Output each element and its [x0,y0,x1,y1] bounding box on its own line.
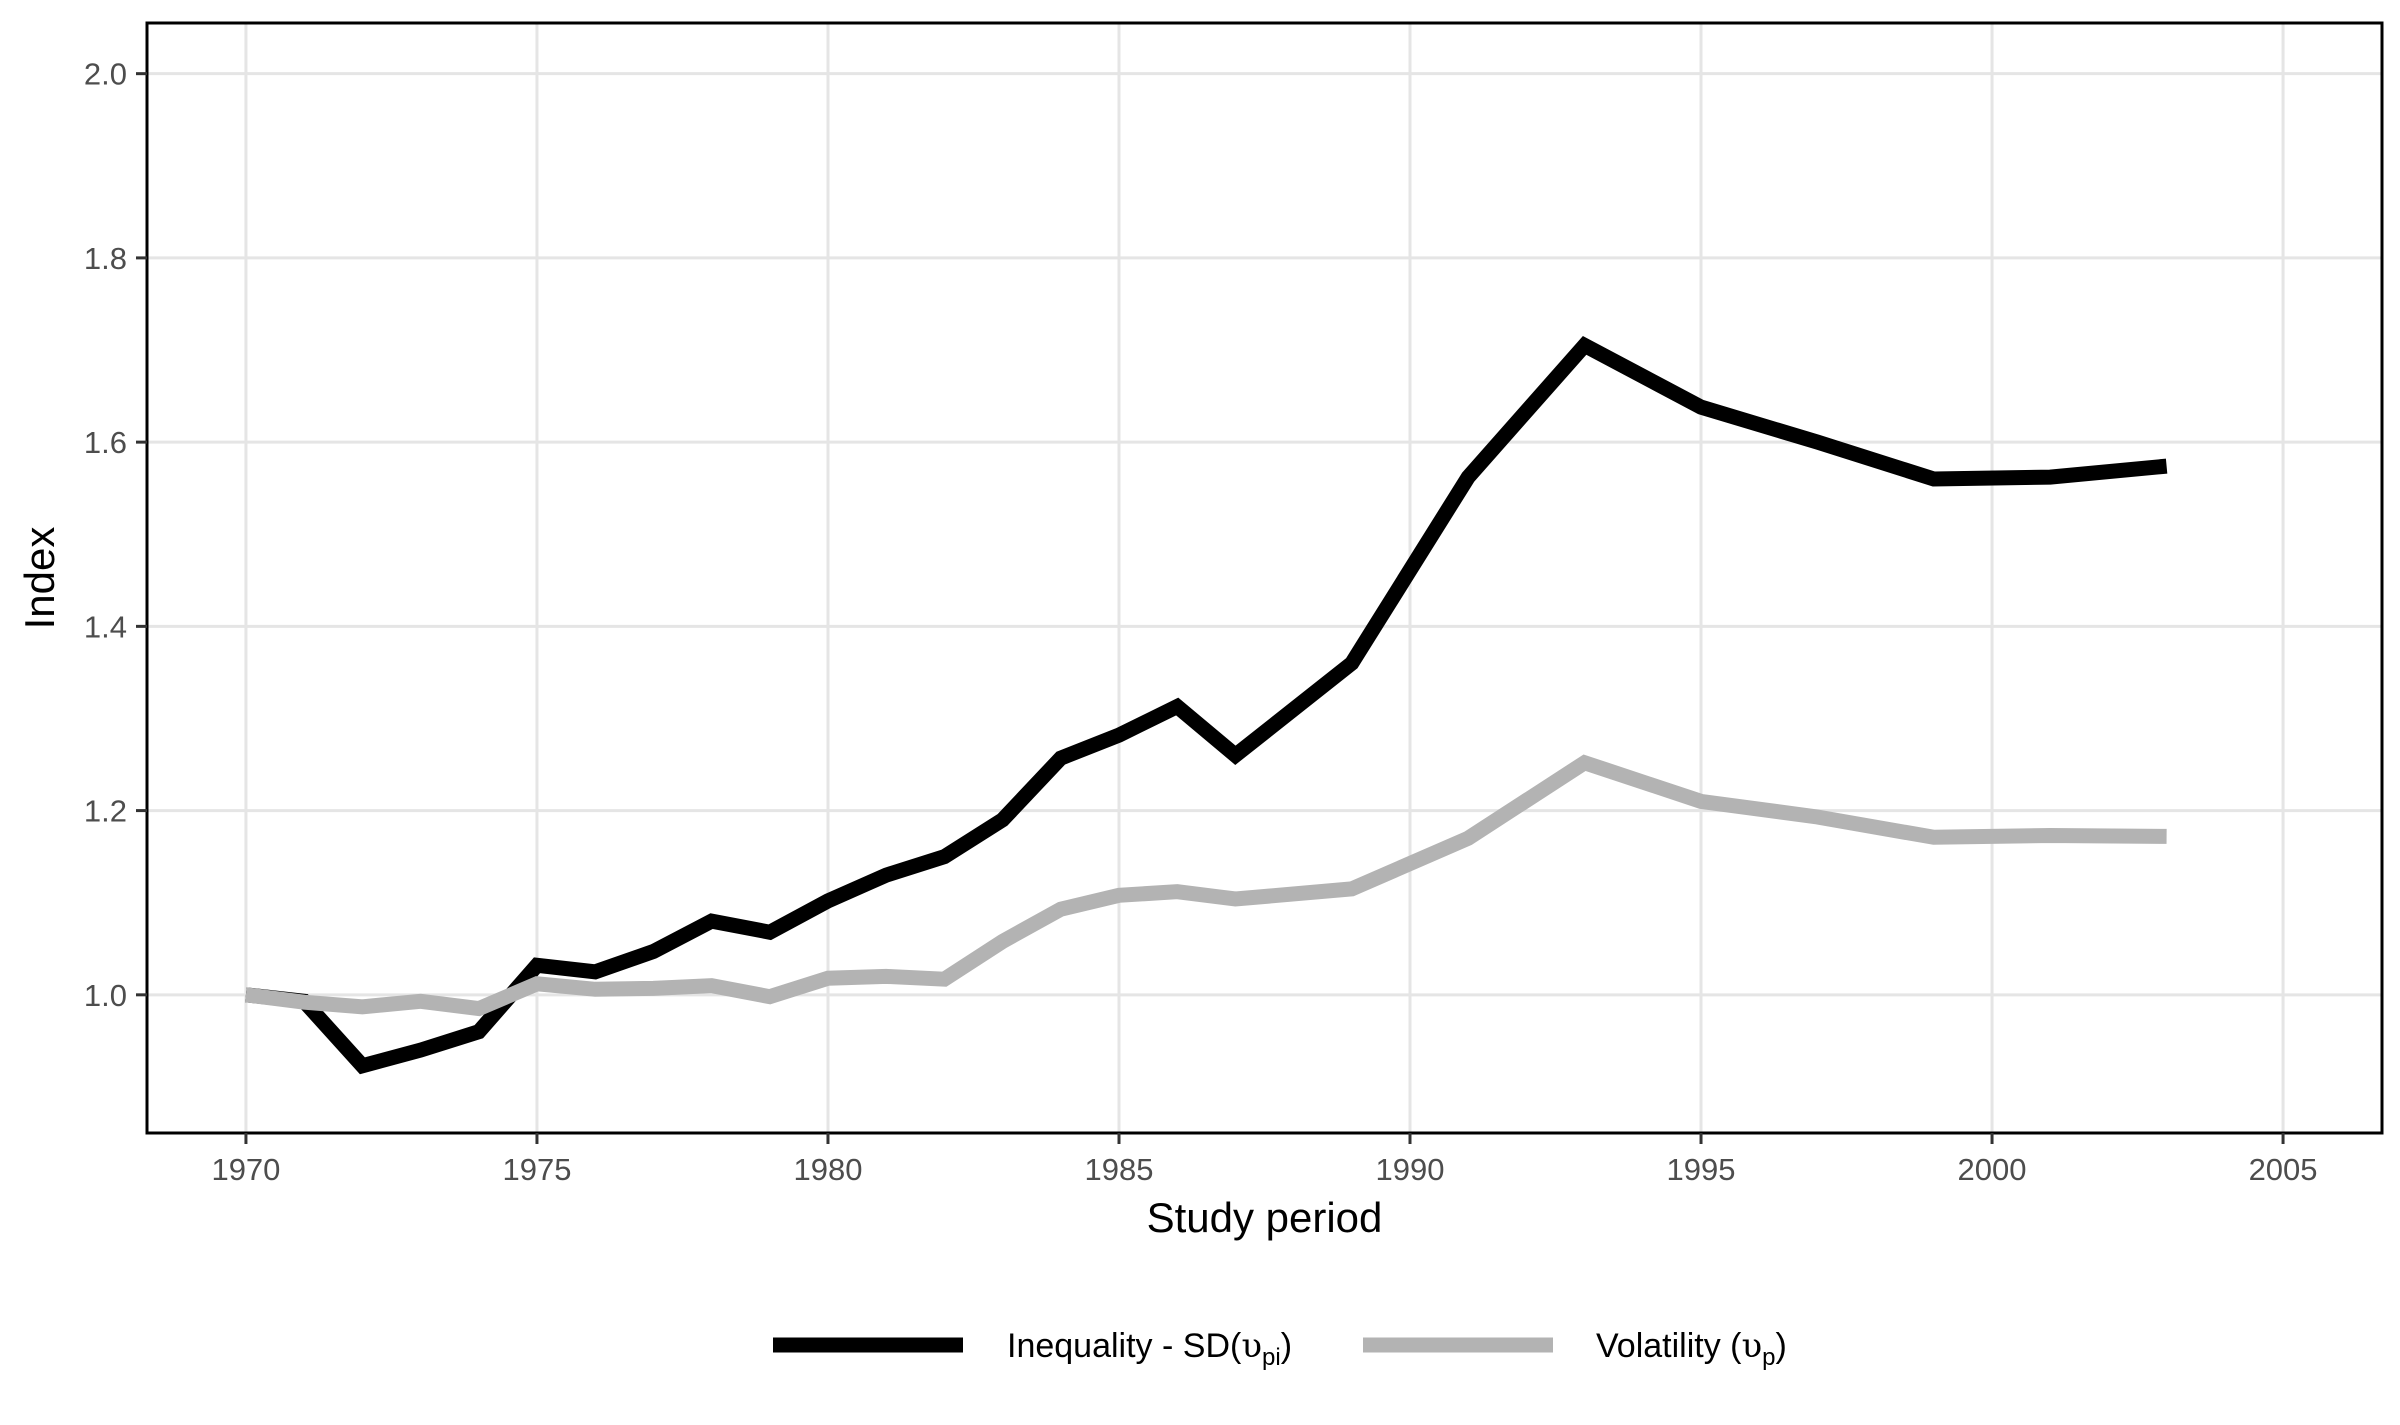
x-tick-label: 1995 [1667,1152,1736,1187]
series-line-1 [245,336,2168,1075]
y-tick-label: 1.6 [84,425,127,460]
legend-label-symbol: υ [1742,1326,1763,1366]
x-tick-label: 1980 [793,1152,862,1187]
series-line-2 [244,754,2167,1017]
x-tick-label: 1990 [1376,1152,1445,1187]
x-tick-label: 1975 [502,1152,571,1187]
legend-label-2: Volatility (υp) [1596,1326,1787,1371]
x-tick-label: 2005 [2249,1152,2318,1187]
y-tick-label: 1.4 [84,609,127,644]
x-tick-label: 2000 [1958,1152,2027,1187]
legend-label-symbol: υ [1241,1326,1262,1366]
y-axis: 1.0 1.2 1.4 1.6 1.8 2.0 [84,57,147,1013]
x-axis: 1970 1975 1980 1985 1990 1995 2000 2005 [211,1133,2318,1187]
legend-label-close: ) [1776,1327,1787,1365]
y-tick-label: 2.0 [84,57,127,92]
x-tick-label: 1970 [211,1152,280,1187]
y-tick-label: 1.8 [84,241,127,276]
x-tick-label: 1985 [1085,1152,1154,1187]
legend-label-subscript: pi [1262,1344,1281,1371]
legend-label-main: Inequality - SD( [1007,1327,1242,1365]
y-axis-title: Index [16,527,63,630]
series-lines [244,336,2168,1075]
y-tick-label: 1.0 [84,978,127,1013]
legend-label-subscript: p [1762,1344,1775,1371]
legend-label-close: ) [1281,1327,1292,1365]
legend-label-main: Volatility ( [1596,1327,1742,1365]
legend: Inequality - SD(υpi) Volatility (υp) [773,1326,1787,1371]
legend-label-1: Inequality - SD(υpi) [1007,1326,1292,1371]
y-tick-label: 1.2 [84,794,127,829]
plot-panel-border [145,21,2384,1135]
x-axis-title: Study period [1147,1194,1383,1241]
